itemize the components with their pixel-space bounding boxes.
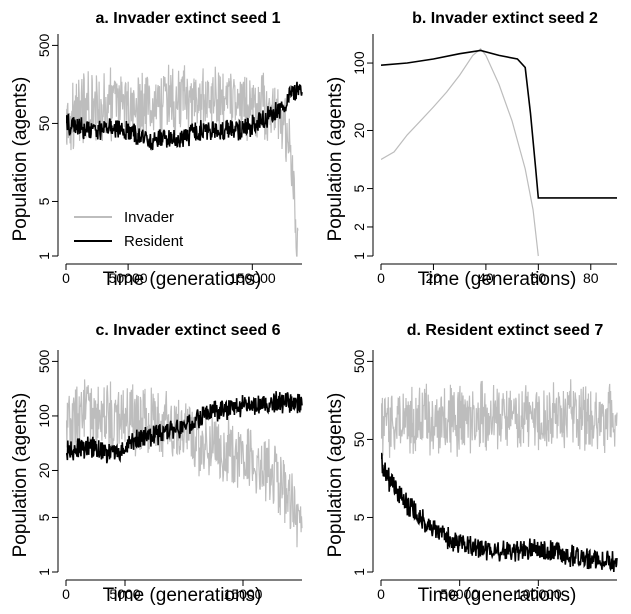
- series-group: [66, 379, 303, 548]
- y-axis-title: Population (agents): [325, 77, 346, 242]
- series-line-invader: [66, 64, 299, 257]
- y-tick-label: 500: [351, 350, 367, 374]
- x-tick-label: 20: [426, 270, 442, 286]
- x-tick-label: 0: [62, 270, 70, 286]
- y-tick-label: 5: [36, 197, 52, 205]
- x-axis-title: Time (generations): [103, 269, 262, 290]
- panel-title: c. Invader extinct seed 6: [96, 322, 281, 339]
- panel-title: d. Resident extinct seed 7: [407, 322, 604, 339]
- y-tick-label: 100: [351, 51, 367, 75]
- series-line-invader: [381, 48, 539, 257]
- y-tick-label: 20: [36, 462, 52, 478]
- y-tick-label: 1: [351, 252, 367, 260]
- y-tick-label: 1: [36, 252, 52, 260]
- x-axis-title: Time (generations): [418, 269, 577, 290]
- legend: Invader Resident: [74, 209, 184, 250]
- series-line-resident: [66, 81, 303, 151]
- series-line-resident: [66, 391, 303, 464]
- x-tick-label: 0: [377, 586, 385, 602]
- series-group: [66, 64, 303, 257]
- y-tick-label: 50: [36, 115, 52, 131]
- y-tick-label: 20: [351, 122, 367, 138]
- series-line-resident: [381, 452, 618, 573]
- y-tick-label: 2: [351, 223, 367, 231]
- legend-label: Resident: [124, 233, 184, 250]
- y-axis-title: Population (agents): [10, 393, 31, 558]
- x-tick-label: 40: [478, 270, 494, 286]
- panel-a: a. Invader extinct seed 1 1 5 50 500 0 50000 15…: [10, 10, 303, 290]
- y-tick-label: 5: [351, 184, 367, 192]
- x-tick-label: 0: [62, 586, 70, 602]
- panel-title: b. Invader extinct seed 2: [412, 10, 598, 27]
- x-tick-label: 80: [583, 270, 599, 286]
- x-tick-label: 60: [531, 270, 547, 286]
- y-axis-title: Population (agents): [10, 77, 31, 242]
- x-axis-title: Time (generations): [418, 585, 577, 606]
- x-tick-label: 15000: [224, 586, 263, 602]
- panel-d: d. Resident extinct seed 7 1 5 50 500 0 50000 1…: [325, 322, 618, 606]
- y-tick-label: 5: [36, 513, 52, 521]
- legend-label: Invader: [124, 209, 174, 226]
- x-axis-title: Time (generations): [103, 585, 262, 606]
- y-tick-label: 5: [351, 513, 367, 521]
- y-tick-label: 1: [351, 568, 367, 576]
- x-tick-label: 0: [377, 270, 385, 286]
- x-tick-label: 100000: [515, 586, 562, 602]
- y-axis-title: Population (agents): [325, 393, 346, 558]
- series-group: [381, 48, 617, 257]
- x-tick-label: 50000: [109, 270, 148, 286]
- panel-b: b. Invader extinct seed 2 1 2 5 20 100 0 20 40 60…: [325, 10, 617, 290]
- series-line-invader: [66, 379, 303, 548]
- x-tick-label: 50000: [440, 586, 479, 602]
- y-tick-label: 500: [36, 34, 52, 58]
- series-group: [381, 379, 618, 573]
- y-tick-label: 100: [36, 404, 52, 428]
- y-tick-label: 1: [36, 568, 52, 576]
- panel-title: a. Invader extinct seed 1: [96, 10, 281, 27]
- x-tick-label: 5000: [109, 586, 140, 602]
- series-line-invader: [381, 379, 618, 458]
- series-line-resident: [381, 49, 617, 199]
- y-tick-label: 50: [351, 431, 367, 447]
- x-tick-label: 150000: [229, 270, 276, 286]
- y-tick-label: 500: [36, 350, 52, 374]
